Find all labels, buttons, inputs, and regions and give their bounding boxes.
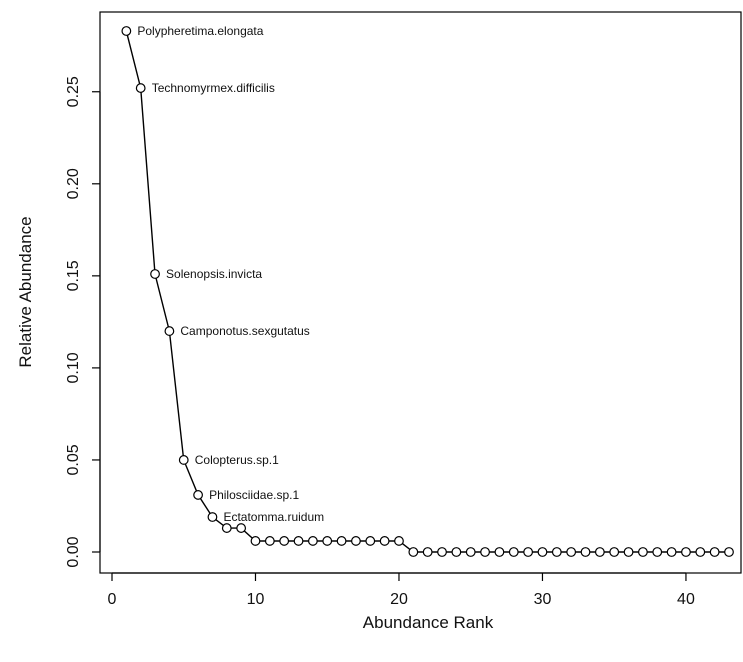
data-point [351, 536, 361, 546]
x-tick-label: 10 [247, 591, 265, 608]
data-point [695, 547, 706, 557]
species-label: Philosciidae.sp.1 [209, 488, 299, 502]
data-point [394, 536, 404, 546]
y-tick-label: 0.10 [65, 352, 82, 383]
data-point [594, 547, 605, 557]
data-point [250, 536, 261, 546]
data-point [724, 547, 734, 557]
data-point [681, 547, 691, 557]
data-point [207, 512, 218, 522]
data-point [236, 523, 247, 533]
annotations-group: Polypheretima.elongata Technomyrmex.diffi… [137, 24, 324, 524]
y-tick-label: 0.25 [65, 76, 82, 107]
data-point [150, 269, 160, 279]
species-label: Technomyrmex.difficilis [152, 81, 275, 95]
species-label: Polypheretima.elongata [137, 24, 263, 38]
species-label: Ectatomma.ruidum [223, 510, 324, 524]
data-point [221, 523, 232, 533]
data-point [322, 536, 333, 546]
data-point [379, 536, 390, 546]
series-group [121, 26, 734, 557]
data-point [451, 547, 462, 557]
x-tick-label: 20 [390, 591, 408, 608]
data-point [551, 547, 562, 557]
y-tick-label: 0.00 [65, 536, 82, 567]
data-point [465, 547, 476, 557]
data-point [652, 547, 663, 557]
y-tick-label: 0.15 [65, 260, 82, 291]
data-point [422, 547, 433, 557]
data-point [365, 536, 376, 546]
data-point [523, 547, 534, 557]
data-point [279, 536, 290, 546]
data-point [293, 536, 304, 546]
data-point [537, 547, 548, 557]
data-point [480, 547, 490, 557]
x-tick-label: 0 [108, 591, 117, 608]
species-label: Solenopsis.invicta [166, 267, 262, 281]
data-point [609, 547, 620, 557]
data-point [135, 83, 146, 93]
data-point [336, 536, 347, 546]
data-point [666, 547, 677, 557]
species-label: Camponotus.sexgutatus [180, 324, 309, 338]
data-point [193, 490, 203, 500]
series-line [125, 30, 729, 553]
data-point [437, 547, 447, 557]
axes: 0 10 20 30 40 0.00 0.05 0.10 0.15 0.20 0.25 [65, 11, 742, 608]
data-point [264, 536, 275, 546]
y-axis-title: Relative Abundance [16, 216, 35, 367]
data-point [408, 547, 419, 557]
x-tick-label: 40 [677, 591, 695, 608]
data-point [566, 547, 577, 557]
data-point [494, 547, 505, 557]
y-tick-label: 0.05 [65, 444, 82, 475]
data-point [508, 547, 519, 557]
data-point [638, 547, 648, 557]
data-point [307, 536, 318, 546]
data-point [164, 326, 175, 336]
data-point [178, 455, 189, 465]
x-axis-title: Abundance Rank [363, 613, 494, 632]
y-tick-label: 0.20 [65, 168, 82, 199]
x-tick-label: 30 [534, 591, 552, 608]
data-point [709, 547, 720, 557]
data-point [580, 547, 591, 557]
data-point [623, 547, 634, 557]
data-point [121, 26, 132, 36]
species-label: Colopterus.sp.1 [195, 453, 279, 467]
